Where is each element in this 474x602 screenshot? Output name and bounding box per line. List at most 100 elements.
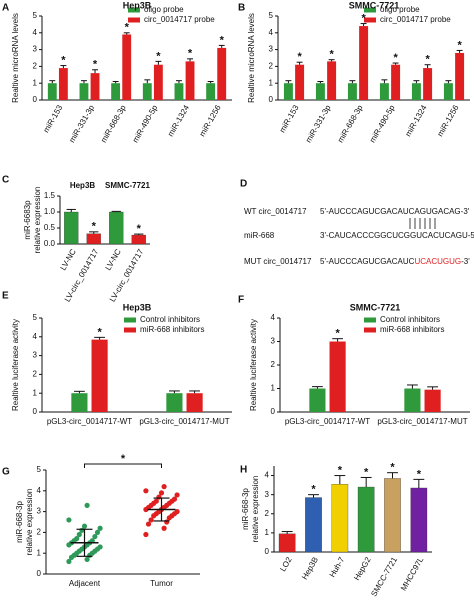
y-tick-label: 4: [265, 471, 270, 480]
group-label: Hep3B: [70, 181, 96, 190]
bar: [131, 234, 146, 245]
sequence-end: -3': [461, 257, 470, 266]
panel-letter: C: [2, 175, 9, 186]
panel-letter: F: [238, 295, 244, 306]
data-point: [76, 531, 82, 538]
legend-label: circ_0014717 probe: [380, 15, 451, 24]
significance-mark: *: [125, 22, 130, 34]
bar: [283, 83, 293, 100]
bar: [86, 233, 101, 245]
y-tick-label: 1: [33, 78, 38, 87]
data-point: [92, 533, 98, 540]
x-tick-label: SMCC-7721: [369, 555, 399, 598]
bar: [309, 388, 326, 412]
y-tick-label: 0: [33, 407, 38, 416]
bar: [295, 64, 305, 100]
significance-mark: *: [92, 221, 97, 233]
y-tick-label: 3: [33, 45, 38, 54]
significance-mark: *: [93, 59, 98, 71]
y-tick-label: 0: [269, 95, 274, 104]
significance-mark: *: [137, 223, 142, 235]
data-point: [143, 531, 149, 538]
y-axis-label: Realtive luciferase activity: [11, 319, 20, 411]
bar: [357, 486, 375, 553]
y-tick-label: 1.0: [44, 207, 56, 216]
data-point: [161, 525, 167, 531]
x-tick-label: MHCC97L: [399, 555, 426, 592]
bar: [174, 83, 184, 100]
y-tick-label: 4: [37, 486, 42, 495]
y-axis-label: Realtive luciferase activity: [249, 319, 258, 411]
bar: [90, 73, 100, 100]
y-tick-label: 3: [269, 45, 274, 54]
bar: [186, 393, 203, 412]
bar: [443, 83, 453, 100]
bar: [410, 487, 428, 553]
sequence: 5'-AUCCCAGUCGACAUCUCACUGUG-3': [320, 257, 470, 266]
x-tick-label: miR-668-3p: [99, 103, 128, 144]
bar: [424, 389, 441, 412]
bar: [79, 83, 89, 100]
legend-swatch: [364, 7, 376, 13]
y-tick-label: 0: [265, 547, 270, 556]
bar: [153, 64, 163, 100]
bar: [329, 341, 346, 412]
chart-title: SMMC-7721: [350, 302, 401, 312]
y-tick-label: 2: [37, 528, 42, 537]
bar: [47, 83, 57, 100]
bar: [384, 478, 401, 553]
y-tick-label: 4: [33, 28, 38, 37]
panel-letter: B: [238, 3, 245, 14]
sequence-part: 3'-CAUCACCCGGCUCGGUCACUCAGU-5': [320, 231, 474, 240]
y-tick-label: 2: [265, 509, 270, 518]
data-point: [74, 536, 80, 542]
significance-mark: *: [188, 48, 193, 60]
bar: [122, 34, 132, 101]
y-axis-label: miR-668-3p: [241, 488, 250, 530]
y-axis-label: relative expression: [25, 489, 34, 556]
bar: [455, 52, 465, 100]
significance-mark: *: [220, 34, 225, 46]
bracket: [84, 463, 162, 468]
significance-mark: *: [393, 52, 398, 64]
legend-label: oligo probe: [380, 5, 420, 14]
y-tick-label: 5: [33, 313, 38, 322]
bar: [91, 339, 108, 412]
data-point: [84, 502, 90, 508]
data-point: [81, 523, 88, 529]
data-point: [158, 490, 165, 496]
bar: [379, 83, 389, 100]
significance-mark: *: [97, 326, 102, 338]
y-tick-label: 0.0: [44, 239, 56, 248]
bar: [404, 388, 421, 412]
significance-mark: *: [361, 12, 366, 24]
x-tick-label: miR-331-3p: [304, 103, 333, 144]
y-tick-label: 3: [33, 351, 38, 360]
bar: [315, 83, 325, 100]
sequence-name: MUT circ_0014717: [244, 257, 312, 266]
x-tick-label: pGL3-circ_0014717-MUT: [139, 417, 229, 426]
y-tick-label: 4: [271, 313, 276, 322]
bar: [278, 533, 296, 553]
y-tick-label: 4: [269, 28, 274, 37]
data-point: [171, 496, 178, 502]
y-tick-label: 2: [271, 360, 276, 369]
significance-mark: *: [156, 50, 161, 62]
significance-mark: *: [417, 468, 422, 480]
legend-swatch: [124, 317, 136, 323]
y-axis-label: miR-6683p: [23, 200, 32, 240]
panel-letter: H: [240, 465, 247, 476]
y-tick-label: 0: [37, 569, 42, 578]
x-tick-label: pGL3-circ_0014717-MUT: [377, 417, 467, 426]
y-tick-label: 1: [265, 528, 270, 537]
y-axis-label: Realtive microRNA levels: [247, 13, 256, 103]
panel-letter: A: [2, 3, 9, 14]
significance-mark: *: [457, 39, 462, 51]
panel-letter: E: [2, 291, 9, 302]
x-tick-label: miR-1256: [435, 103, 460, 138]
sequence-part: 5'-AUCCCAGUCGACAUCAGUGACAG-3': [320, 207, 470, 216]
data-point: [143, 488, 149, 494]
x-tick-label: miR-668-3p: [336, 103, 365, 144]
bar: [359, 26, 369, 100]
